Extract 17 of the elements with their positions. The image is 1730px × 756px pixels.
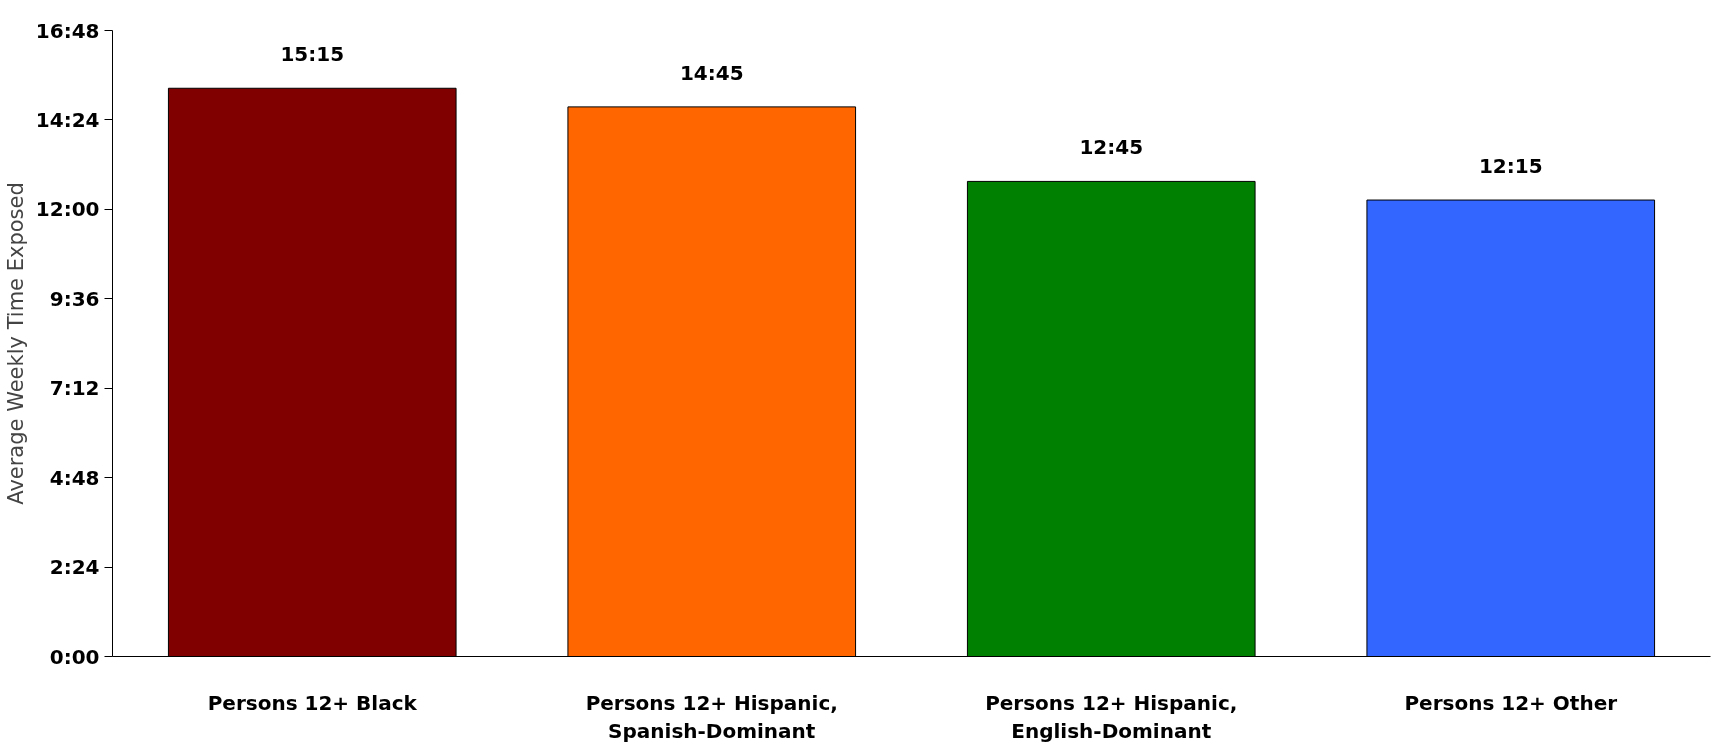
y-tick-label: 7:12 bbox=[49, 376, 100, 401]
y-tick-label: 16:48 bbox=[35, 18, 100, 43]
y-axis-title: Average Weekly Time Exposed bbox=[3, 182, 28, 505]
y-tick-label: 12:00 bbox=[35, 197, 100, 222]
x-tick-label: Persons 12+ Hispanic, Spanish-Dominant bbox=[585, 690, 838, 744]
y-tick-label: 0:00 bbox=[49, 644, 100, 669]
data-label: 12:15 bbox=[1478, 154, 1543, 179]
data-label: 15:15 bbox=[280, 42, 345, 67]
y-tick-label: 14:24 bbox=[35, 107, 100, 132]
data-label: 12:45 bbox=[1079, 135, 1144, 160]
y-tick-label: 4:48 bbox=[49, 465, 100, 490]
data-label: 14:45 bbox=[679, 60, 744, 85]
x-tick-label: Persons 12+ Black bbox=[207, 690, 418, 715]
x-tick-label: Persons 12+ Hispanic, English-Dominant bbox=[985, 690, 1238, 744]
y-tick-label: 9:36 bbox=[49, 286, 100, 311]
y-tick-label: 2:24 bbox=[49, 555, 100, 580]
x-tick-label: Persons 12+ Other bbox=[1404, 690, 1618, 715]
